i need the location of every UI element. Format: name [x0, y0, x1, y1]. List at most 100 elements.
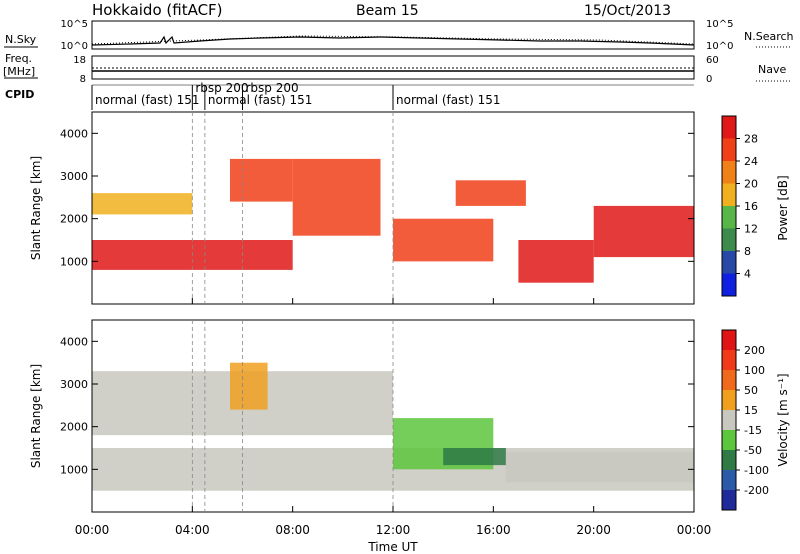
power-ytick-label-0: 1000 — [60, 255, 88, 268]
velocity-colorbar-segment-7 — [722, 470, 736, 491]
velocity-panel: 1000 2000 3000 4000 Slant Range [km] — [29, 319, 695, 513]
velocity-colorbar-segment-6 — [722, 450, 736, 471]
velocity-colorbar-tick-label-1: 100 — [744, 364, 765, 377]
cpid-segment-label-0: normal (fast) 151 — [95, 93, 199, 107]
power-region-4 — [393, 218, 494, 262]
power-colorbar-segment-2 — [722, 161, 736, 184]
nave-tick-top-right: 60 — [706, 55, 719, 66]
velocity-ylabel: Slant Range [km] — [29, 364, 43, 468]
velocity-colorbar-segment-5 — [722, 430, 736, 451]
power-colorbar-segment-3 — [722, 183, 736, 207]
power-region-7 — [593, 205, 694, 258]
xtick-label-6: 00:00 — [677, 523, 712, 537]
power-regions — [92, 158, 694, 283]
velocity-colorbar: 200 100 50 15 -15 -50 -100 -200 Velocity [m s⁻¹… — [721, 329, 790, 511]
xtick-label-0: 00:00 — [75, 523, 110, 537]
power-colorbar-segment-6 — [722, 251, 736, 274]
nsky-strip: N.Sky 10^5 10^0 10^5 10^0 N.Search — [4, 19, 794, 52]
velocity-colorbar-segment-2 — [722, 370, 736, 391]
velocity-colorbar-segment-1 — [722, 350, 736, 371]
power-ytick-label-2: 3000 — [60, 170, 88, 183]
nsearch-trace — [91, 35, 695, 45]
velocity-region-4 — [443, 448, 506, 466]
velocity-colorbar-segment-3 — [722, 390, 736, 411]
xtick-label-2: 08:00 — [275, 523, 310, 537]
power-colorbar-segment-7 — [722, 273, 736, 297]
nave-label: Nave — [758, 63, 786, 76]
beam-title: Beam 15 — [356, 3, 419, 19]
power-colorbar-tick-label-0: 4 — [744, 268, 751, 281]
power-region-5 — [455, 180, 526, 206]
velocity-colorbar-tick-label-4: -15 — [744, 424, 762, 437]
xtick-label-5: 20:00 — [576, 523, 611, 537]
nsky-tick-top-left: 10^5 — [61, 19, 88, 30]
nsky-tick-bottom-left: 10^0 — [61, 41, 88, 52]
power-panel: 1000 2000 3000 4000 Slant Range [km] — [29, 111, 695, 305]
date-title: 15/Oct/2013 — [584, 3, 671, 19]
cpid-label: CPID — [5, 88, 34, 101]
x-axis-ticks: 00:00 04:00 08:00 12:00 16:00 20:00 00:00 — [75, 298, 712, 537]
velocity-ytick-label-3: 4000 — [60, 335, 88, 348]
velocity-colorbar-tick-label-7: -200 — [744, 484, 769, 497]
power-colorbar-tick-label-5: 24 — [744, 155, 758, 168]
cpid-segment-label-2: normal (fast) 151 — [208, 93, 312, 107]
power-ylabel: Slant Range [km] — [29, 156, 43, 260]
velocity-colorbar-segment-0 — [722, 330, 736, 351]
nsky-tick-bottom-right: 10^0 — [706, 41, 733, 52]
power-colorbar-tick-label-1: 8 — [744, 245, 751, 258]
power-colorbar-tick-label-2: 12 — [744, 223, 758, 236]
freq-label-line2: [MHz] — [3, 65, 35, 78]
velocity-ytick-label-1: 2000 — [60, 421, 88, 434]
velocity-colorbar-tick-label-3: 15 — [744, 404, 758, 417]
velocity-colorbar-tick-label-2: 50 — [744, 384, 758, 397]
power-colorbar: 4 8 12 16 20 24 28 Power [dB] — [721, 115, 790, 297]
velocity-colorbar-segment-4 — [722, 410, 736, 431]
power-colorbar-segment-1 — [722, 138, 736, 162]
xtick-label-4: 16:00 — [476, 523, 511, 537]
nsearch-label: N.Search — [744, 30, 794, 43]
cpid-markers — [191, 112, 394, 512]
power-ytick-label-1: 2000 — [60, 213, 88, 226]
velocity-colorbar-frame — [721, 329, 737, 511]
power-region-2 — [230, 158, 293, 202]
freq-label-line1: Freq. — [5, 52, 32, 65]
cpid-segment-label-1: rbsp 200 — [195, 81, 248, 95]
xtick-label-3: 12:00 — [376, 523, 411, 537]
velocity-ytick-label-2: 3000 — [60, 378, 88, 391]
velocity-ytick-label-0: 1000 — [60, 463, 88, 476]
velocity-colorbar-ticks: 200 100 50 15 -15 -50 -100 -200 — [736, 344, 769, 497]
nsky-tick-top-right: 10^5 — [706, 19, 733, 30]
power-colorbar-segments — [722, 116, 736, 297]
power-ytick-label-3: 4000 — [60, 127, 88, 140]
power-colorbar-ticks: 4 8 12 16 20 24 28 — [736, 133, 758, 281]
xtick-label-1: 04:00 — [175, 523, 210, 537]
power-region-6 — [518, 240, 594, 283]
power-region-1 — [92, 193, 193, 215]
nsky-label: N.Sky — [5, 33, 37, 46]
power-region-3 — [292, 158, 381, 236]
velocity-colorbar-tick-label-0: 200 — [744, 344, 765, 357]
freq-tick-top-left: 18 — [73, 55, 86, 66]
velocity-colorbar-tick-label-5: -50 — [744, 444, 762, 457]
velocity-colorbar-segment-8 — [722, 490, 736, 511]
velocity-yticks: 1000 2000 3000 4000 — [60, 335, 694, 476]
velocity-region-5 — [505, 452, 694, 483]
freq-tick-bottom-left: 8 — [80, 74, 86, 85]
velocity-colorbar-tick-label-6: -100 — [744, 464, 769, 477]
power-yticks: 1000 2000 3000 4000 — [60, 127, 694, 268]
power-colorbar-segment-5 — [722, 228, 736, 252]
nave-tick-bottom-right: 0 — [706, 74, 712, 85]
velocity-colorbar-segments — [722, 330, 736, 511]
power-colorbar-tick-label-4: 20 — [744, 178, 758, 191]
power-colorbar-label: Power [dB] — [776, 175, 790, 240]
x-axis-label: Time UT — [367, 540, 418, 554]
velocity-region-2 — [230, 362, 268, 410]
power-colorbar-segment-0 — [722, 116, 736, 139]
nsky-trace — [91, 35, 695, 46]
power-colorbar-segment-4 — [722, 206, 736, 229]
velocity-colorbar-label: Velocity [m s⁻¹] — [776, 373, 790, 466]
cpid-segment-label-4: normal (fast) 151 — [396, 93, 500, 107]
